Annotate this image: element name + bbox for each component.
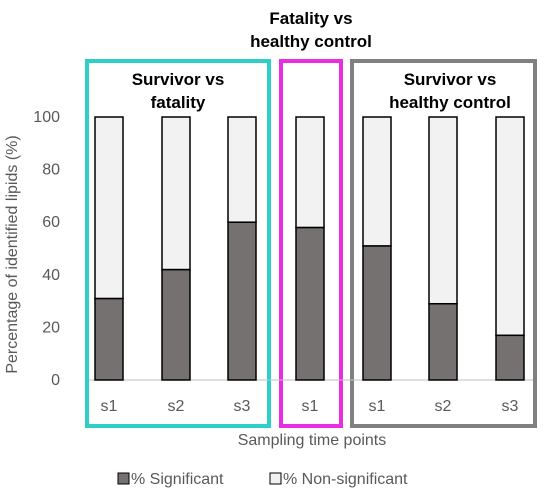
y-tick-label: 80 [42, 162, 60, 179]
group-title-3-line-2: healthy control [389, 93, 511, 112]
legend-swatch-1 [117, 472, 130, 485]
bar-non-significant-7 [495, 116, 525, 337]
bar-significant-4 [295, 226, 325, 381]
bar-significant-7 [495, 334, 525, 381]
bar-significant-5 [362, 245, 392, 381]
group-title-1-line-2: fatality [151, 93, 206, 112]
x-tick-label: s1 [369, 398, 386, 415]
y-tick-label: 40 [42, 267, 60, 284]
bar-non-significant-4 [295, 116, 325, 229]
y-tick-label: 100 [33, 109, 60, 126]
group-title-2-line-1: Fatality vs [269, 9, 352, 28]
bar-significant-3 [227, 221, 257, 381]
group-frame-2 [279, 59, 343, 428]
bar-non-significant-1 [94, 116, 124, 300]
x-tick-label: s2 [168, 398, 185, 415]
bar-non-significant-3 [227, 116, 257, 223]
y-tick-label: 20 [42, 319, 60, 336]
legend-label-1: % Significant [131, 471, 224, 488]
legend-swatch-2 [269, 472, 282, 485]
bar-significant-1 [94, 297, 124, 381]
group-title-2-line-2: healthy control [250, 32, 372, 51]
x-tick-label: s1 [302, 398, 319, 415]
group-frame-1 [85, 59, 271, 428]
x-tick-label: s3 [234, 398, 251, 415]
bar-significant-6 [428, 302, 458, 381]
x-axis-label: Sampling time points [238, 432, 387, 449]
bar-non-significant-2 [161, 116, 191, 271]
group-title-1-line-1: Survivor vs [132, 70, 225, 89]
x-tick-label: s1 [101, 398, 118, 415]
y-tick-label: 60 [42, 214, 60, 231]
y-tick-label: 0 [51, 372, 60, 389]
y-axis-label: Percentage of identified lipids (%) [4, 135, 21, 373]
x-tick-label: s3 [502, 398, 519, 415]
bar-non-significant-5 [362, 116, 392, 247]
bar-significant-2 [161, 268, 191, 381]
group-frame-3 [350, 59, 537, 428]
bar-non-significant-6 [428, 116, 458, 305]
group-title-3-line-1: Survivor vs [404, 70, 497, 89]
x-tick-label: s2 [435, 398, 452, 415]
legend-label-2: % Non-significant [283, 471, 408, 488]
